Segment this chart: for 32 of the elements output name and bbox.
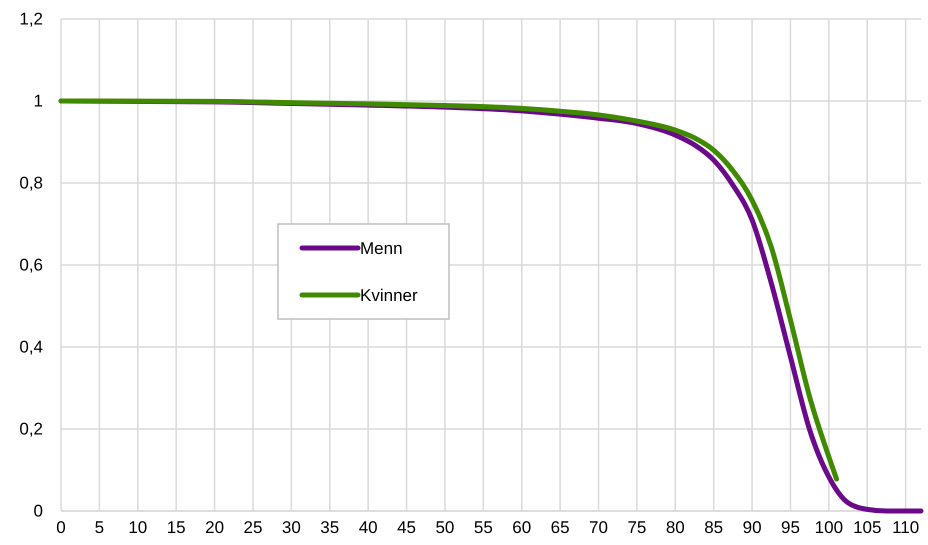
x-tick-label: 5: [94, 518, 104, 538]
y-tick-label: 0,2: [19, 419, 43, 438]
x-tick-label: 0: [56, 518, 66, 538]
x-tick-label: 50: [435, 518, 454, 538]
x-tick-label: 10: [128, 518, 148, 538]
legend-label: Menn: [360, 239, 403, 258]
x-tick-label: 60: [512, 518, 532, 538]
x-tick-label: 105: [853, 518, 882, 538]
x-tick-label: 45: [397, 518, 416, 538]
x-tick-label: 40: [358, 518, 378, 538]
x-tick-label: 15: [166, 518, 186, 538]
legend-label: Kvinner: [360, 286, 418, 305]
x-tick-label: 95: [781, 518, 800, 538]
x-tick-label: 75: [627, 518, 646, 538]
x-tick-label: 70: [589, 518, 608, 538]
x-tick-label: 85: [704, 518, 724, 538]
x-tick-label: 30: [282, 518, 301, 538]
y-tick-label: 0,8: [19, 173, 43, 192]
x-tick-label: 110: [892, 518, 920, 538]
x-tick-label: 35: [320, 518, 340, 538]
x-tick-label: 80: [666, 518, 685, 538]
x-tick-label: 65: [550, 518, 570, 538]
y-tick-label: 0,4: [19, 337, 43, 356]
y-tick-label: 1: [34, 91, 43, 110]
x-tick-label: 25: [244, 518, 262, 538]
y-tick-label: 1,2: [19, 9, 43, 28]
x-tick-label: 100: [814, 518, 844, 538]
y-tick-label: 0,6: [19, 255, 43, 274]
x-tick-label: 90: [742, 518, 762, 538]
x-tick-label: 55: [474, 518, 493, 538]
y-tick-label: 0: [34, 501, 43, 520]
x-tick-label: 20: [205, 518, 224, 538]
